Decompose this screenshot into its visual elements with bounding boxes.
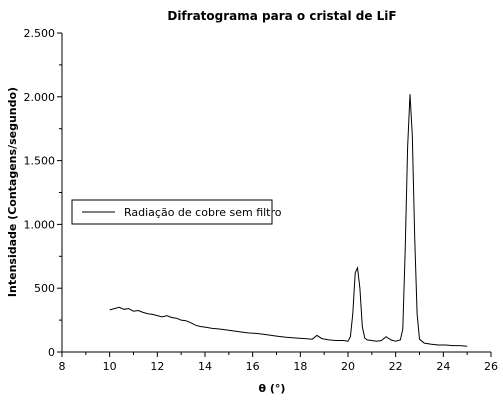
x-tick-label: 8 — [59, 360, 66, 373]
y-tick-label: 0 — [48, 346, 55, 359]
x-tick-label: 24 — [436, 360, 450, 373]
x-axis-label: θ (°) — [259, 382, 286, 395]
y-tick-label: 2.500 — [24, 27, 56, 40]
y-tick-label: 1.000 — [24, 218, 56, 231]
x-tick-label: 20 — [341, 360, 355, 373]
legend-label: Radiação de cobre sem filtro — [124, 206, 282, 219]
legend: Radiação de cobre sem filtro — [71, 199, 282, 225]
x-tick-label: 12 — [150, 360, 164, 373]
x-tick-label: 10 — [103, 360, 117, 373]
x-tick-label: 26 — [484, 360, 498, 373]
x-tick-label: 14 — [198, 360, 212, 373]
chart-title: Difratograma para o cristal de LiF — [167, 9, 396, 23]
y-tick-label: 1.500 — [24, 155, 56, 168]
x-tick-label: 16 — [246, 360, 260, 373]
y-axis-label: Intensidade (Contagens/segundo) — [6, 87, 19, 297]
x-tick-label: 22 — [389, 360, 403, 373]
y-tick-label: 500 — [34, 282, 55, 295]
x-tick-label: 18 — [293, 360, 307, 373]
series-line — [109, 94, 468, 347]
tick-labels: 8 10 12 14 16 18 20 22 24 26 0 500 1.000 1.500 2.000 2.… — [24, 27, 499, 373]
y-tick-label: 2.000 — [24, 91, 56, 104]
